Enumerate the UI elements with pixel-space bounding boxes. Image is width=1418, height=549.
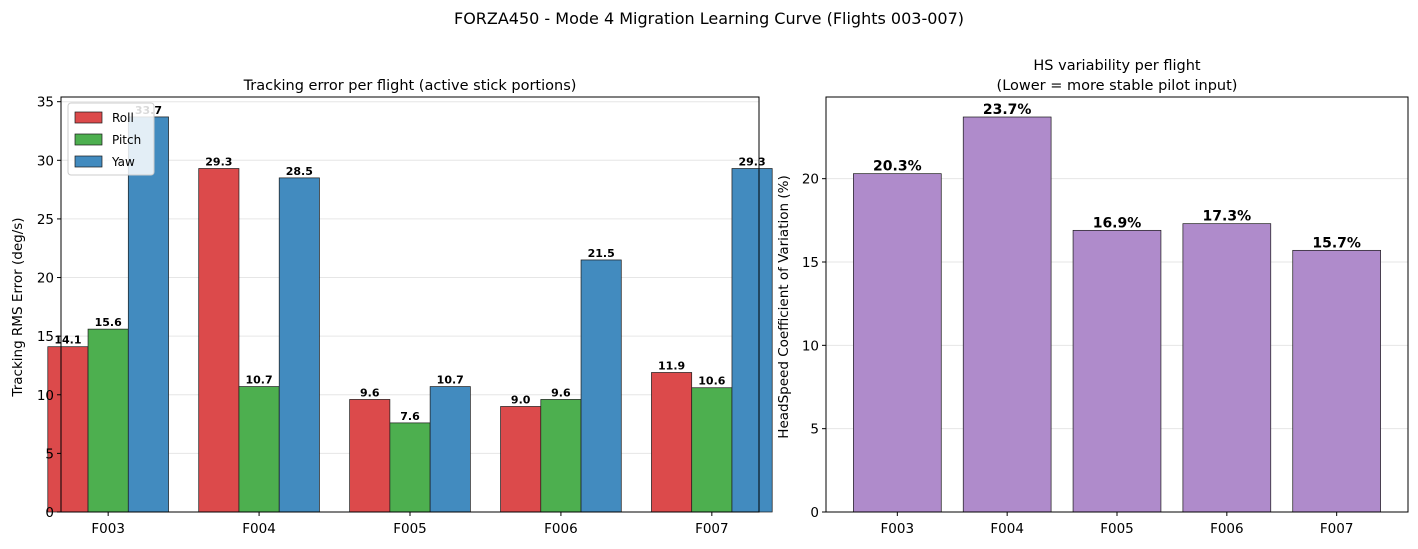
left-chart-title: Tracking error per flight (active stick … <box>243 78 577 94</box>
left-chart: Tracking error per flight (active stick … <box>10 78 773 537</box>
right-x-tick-label: F003 <box>881 521 915 537</box>
left-y-tick-label: 5 <box>45 446 54 462</box>
left-bar <box>238 386 280 513</box>
left-bar <box>651 372 693 513</box>
left-y-tick-label: 25 <box>37 212 54 228</box>
right-bar-value-label: 15.7% <box>1312 235 1361 251</box>
right-y-tick-label: 15 <box>802 255 819 271</box>
right-bar <box>853 173 942 513</box>
left-bar <box>540 399 582 513</box>
right-y-tick-label: 0 <box>810 505 819 521</box>
right-bar-value-label: 16.9% <box>1093 215 1142 231</box>
right-y-tick-label: 10 <box>802 338 819 354</box>
left-bar-value-label: 9.6 <box>360 386 380 399</box>
left-x-tick-label: F007 <box>695 521 729 537</box>
left-chart-ylabel: Tracking RMS Error (deg/s) <box>10 217 26 397</box>
legend-swatch-pitch <box>74 133 103 146</box>
right-chart-title: HS variability per flight <box>1033 58 1200 74</box>
left-y-tick-label: 30 <box>37 153 54 169</box>
left-chart-legend: Roll Pitch Yaw <box>67 102 155 176</box>
right-bar <box>962 116 1052 513</box>
left-bar <box>198 168 240 513</box>
right-x-tick-label: F007 <box>1320 521 1354 537</box>
legend-swatch-roll <box>74 111 103 124</box>
right-bar <box>1182 223 1272 513</box>
left-chart-y-ticks: 0 5 10 15 20 25 30 35 <box>37 95 61 521</box>
legend-label-roll: Roll <box>112 111 134 125</box>
left-bar <box>500 406 542 513</box>
left-bar <box>580 259 622 513</box>
right-bar-value-label: 23.7% <box>983 102 1032 118</box>
right-bar-value-label: 20.3% <box>873 159 922 175</box>
left-bar <box>278 177 320 513</box>
left-y-tick-label: 35 <box>37 95 54 111</box>
left-chart-bars <box>47 116 773 513</box>
right-x-tick-label: F005 <box>1100 521 1134 537</box>
right-y-tick-label: 20 <box>802 172 819 188</box>
right-y-tick-label: 5 <box>810 422 819 438</box>
right-x-tick-label: F006 <box>1210 521 1244 537</box>
left-bar-value-label: 21.5 <box>588 247 615 260</box>
left-bar-value-label: 9.6 <box>551 386 571 399</box>
left-chart-gridlines <box>61 101 759 454</box>
left-chart-x-ticks: F003 F004 F005 F006 F007 <box>91 512 729 537</box>
left-y-tick-label: 0 <box>45 505 54 521</box>
left-y-tick-label: 20 <box>37 271 54 287</box>
left-bar-value-label: 28.5 <box>286 165 313 178</box>
left-bar <box>389 422 431 513</box>
left-bar <box>731 168 773 513</box>
left-bar-value-label: 10.7 <box>246 374 273 387</box>
left-bar-value-label: 11.9 <box>658 359 685 372</box>
right-x-tick-label: F004 <box>990 521 1024 537</box>
right-bar-value-label: 17.3% <box>1203 209 1252 225</box>
right-bar <box>1072 229 1162 513</box>
right-chart-data-labels: 20.3% 23.7% 16.9% 17.3% 15.7% <box>873 102 1361 251</box>
legend-swatch-yaw <box>74 155 103 168</box>
right-chart-ylabel: HeadSpeed Coefficient of Variation (%) <box>776 175 792 438</box>
left-x-tick-label: F005 <box>393 521 427 537</box>
left-bar-value-label: 29.3 <box>205 156 232 169</box>
right-bar <box>1292 249 1381 513</box>
left-bar-value-label: 10.7 <box>437 374 464 387</box>
right-chart-x-ticks: F003 F004 F005 F006 F007 <box>881 512 1354 537</box>
left-x-tick-label: F004 <box>242 521 276 537</box>
left-x-tick-label: F003 <box>91 521 125 537</box>
left-bar-value-label: 29.3 <box>739 156 766 169</box>
left-y-tick-label: 10 <box>37 388 54 404</box>
left-bar-value-label: 7.6 <box>400 410 420 423</box>
figure-suptitle: FORZA450 - Mode 4 Migration Learning Cur… <box>454 9 964 28</box>
legend-label-pitch: Pitch <box>112 133 141 147</box>
left-x-tick-label: F006 <box>544 521 578 537</box>
left-bar-value-label: 15.6 <box>95 316 122 329</box>
right-chart: HS variability per flight (Lower = more … <box>776 58 1409 537</box>
left-bar <box>429 386 471 513</box>
right-chart-subtitle: (Lower = more stable pilot input) <box>997 78 1238 94</box>
left-y-tick-label: 15 <box>37 329 54 345</box>
left-bar <box>349 399 391 513</box>
right-chart-bars <box>853 116 1381 513</box>
left-bar <box>127 116 169 513</box>
left-bar <box>87 328 129 513</box>
left-bar-value-label: 10.6 <box>698 375 725 388</box>
left-bar <box>691 387 733 513</box>
right-chart-y-ticks: 0 5 10 15 20 <box>802 172 826 521</box>
left-bar-value-label: 9.0 <box>511 393 531 406</box>
legend-label-yaw: Yaw <box>111 155 135 169</box>
left-bar <box>47 346 89 513</box>
left-chart-data-labels: 14.129.39.69.011.915.610.77.69.610.633.7… <box>54 104 765 423</box>
